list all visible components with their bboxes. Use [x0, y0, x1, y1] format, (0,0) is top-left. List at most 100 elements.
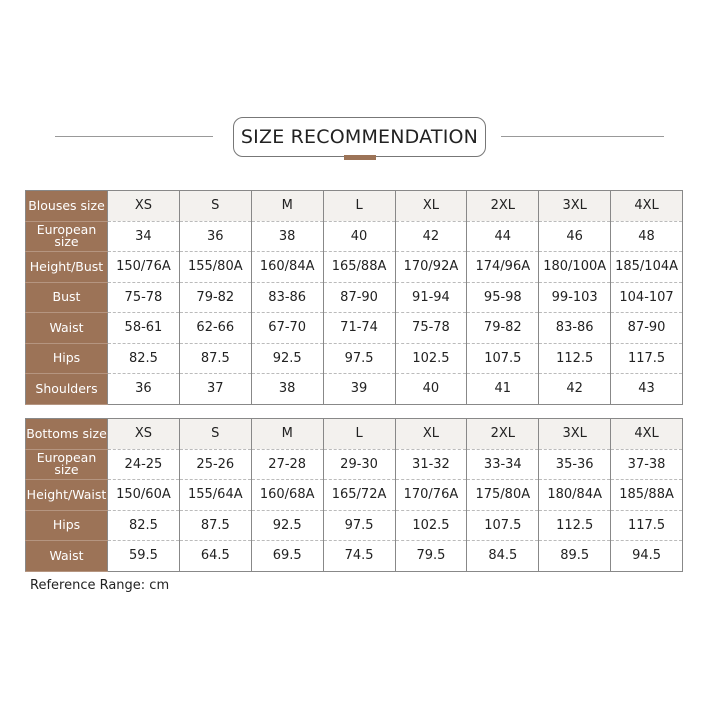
reference-note: Reference Range: cm — [30, 578, 170, 593]
row-label: Hips — [25, 510, 108, 541]
table-cell: 107.5 — [466, 343, 539, 374]
row-label: European size — [25, 221, 108, 252]
table-cell: 44 — [466, 221, 539, 252]
table-cell: 97.5 — [322, 343, 395, 374]
table-cell: 102.5 — [394, 343, 467, 374]
table-cell: 79.5 — [394, 540, 467, 572]
table-cell: 185/104A — [610, 251, 683, 283]
size-header-cell: M — [250, 418, 324, 450]
table-cell: 34 — [107, 221, 180, 252]
table-cell: 37-38 — [610, 449, 683, 480]
size-header-cell: 2XL — [466, 190, 539, 222]
size-header-cell: 4XL — [610, 190, 683, 222]
table-cell: 94.5 — [610, 540, 683, 572]
table-cell: 99-103 — [538, 282, 611, 313]
table-cell: 112.5 — [538, 343, 611, 374]
divider-right — [501, 136, 664, 137]
table-cell: 79-82 — [466, 312, 539, 344]
row-label: Waist — [25, 312, 108, 344]
table-cell: 107.5 — [466, 510, 539, 541]
size-header-cell: XL — [394, 190, 467, 222]
size-header-cell: XS — [107, 190, 180, 222]
table-cell: 170/76A — [394, 479, 467, 511]
size-header-cell: S — [178, 418, 252, 450]
table-cell: 82.5 — [107, 343, 180, 374]
table-cell: 180/84A — [538, 479, 611, 511]
table-cell: 40 — [394, 373, 467, 405]
table-cell: 25-26 — [178, 449, 252, 480]
table-cell: 43 — [610, 373, 683, 405]
size-header-cell: 4XL — [610, 418, 683, 450]
table-cell: 89.5 — [538, 540, 611, 572]
size-header-cell: 3XL — [538, 190, 611, 222]
table-cell: 42 — [538, 373, 611, 405]
row-label: Bust — [25, 282, 108, 313]
table-cell: 62-66 — [178, 312, 252, 344]
table-cell: 58-61 — [107, 312, 180, 344]
table-cell: 38 — [250, 221, 324, 252]
row-label: Height/Waist — [25, 479, 108, 511]
table-cell: 46 — [538, 221, 611, 252]
table-cell: 48 — [610, 221, 683, 252]
size-header-cell: L — [322, 190, 395, 222]
table-cell: 180/100A — [538, 251, 611, 283]
table-cell: 84.5 — [466, 540, 539, 572]
table-cell: 75-78 — [107, 282, 180, 313]
table-row: Height/Bust 150/76A 155/80A 160/84A 165/88A 1… — [25, 251, 683, 283]
table-row: European size 24-25 25-26 27-28 29-30 31-32 33… — [25, 449, 683, 480]
table-cell: 117.5 — [610, 343, 683, 374]
row-label: Bottoms size — [25, 418, 108, 450]
table-row: Hips 82.5 87.5 92.5 97.5 102.5 107.5 112.5 117.5 — [25, 510, 683, 541]
table-cell: 71-74 — [322, 312, 395, 344]
header-row: Blouses size XS S M L XL 2XL 3XL 4XL — [25, 190, 683, 222]
table-cell: 185/88A — [610, 479, 683, 511]
divider-left — [55, 136, 213, 137]
table-cell: 35-36 — [538, 449, 611, 480]
table-cell: 38 — [250, 373, 324, 405]
table-cell: 42 — [394, 221, 467, 252]
table-cell: 33-34 — [466, 449, 539, 480]
table-cell: 36 — [107, 373, 180, 405]
table-cell: 92.5 — [250, 343, 324, 374]
table-cell: 102.5 — [394, 510, 467, 541]
bottoms-size-table: Bottoms size XS S M L XL 2XL 3XL 4XL European siz… — [25, 418, 683, 572]
table-cell: 75-78 — [394, 312, 467, 344]
table-cell: 165/88A — [322, 251, 395, 283]
table-cell: 59.5 — [107, 540, 180, 572]
table-row: Bust 75-78 79-82 83-86 87-90 91-94 95-98 99-103… — [25, 282, 683, 313]
page-title: SIZE RECOMMENDATION — [233, 117, 486, 157]
table-cell: 92.5 — [250, 510, 324, 541]
table-cell: 104-107 — [610, 282, 683, 313]
table-cell: 83-86 — [250, 282, 324, 313]
table-cell: 160/84A — [250, 251, 324, 283]
row-label: Shoulders — [25, 373, 108, 405]
table-cell: 155/64A — [178, 479, 252, 511]
table-cell: 170/92A — [394, 251, 467, 283]
table-cell: 29-30 — [322, 449, 395, 480]
table-cell: 165/72A — [322, 479, 395, 511]
table-cell: 83-86 — [538, 312, 611, 344]
table-cell: 91-94 — [394, 282, 467, 313]
row-label: Blouses size — [25, 190, 108, 222]
table-cell: 112.5 — [538, 510, 611, 541]
table-cell: 64.5 — [178, 540, 252, 572]
table-row: Height/Waist 150/60A 155/64A 160/68A 165/72A… — [25, 479, 683, 511]
table-cell: 150/76A — [107, 251, 180, 283]
table-cell: 82.5 — [107, 510, 180, 541]
table-cell: 31-32 — [394, 449, 467, 480]
row-label: Waist — [25, 540, 108, 572]
size-header-cell: XS — [107, 418, 180, 450]
table-cell: 37 — [178, 373, 252, 405]
table-cell: 175/80A — [466, 479, 539, 511]
size-header-cell: 3XL — [538, 418, 611, 450]
table-cell: 27-28 — [250, 449, 324, 480]
table-cell: 95-98 — [466, 282, 539, 313]
table-cell: 174/96A — [466, 251, 539, 283]
row-label: Hips — [25, 343, 108, 374]
table-cell: 87-90 — [322, 282, 395, 313]
blouses-size-table: Blouses size XS S M L XL 2XL 3XL 4XL European siz… — [25, 190, 683, 405]
row-label: Height/Bust — [25, 251, 108, 283]
size-header-cell: L — [322, 418, 395, 450]
table-cell: 97.5 — [322, 510, 395, 541]
table-cell: 69.5 — [250, 540, 324, 572]
